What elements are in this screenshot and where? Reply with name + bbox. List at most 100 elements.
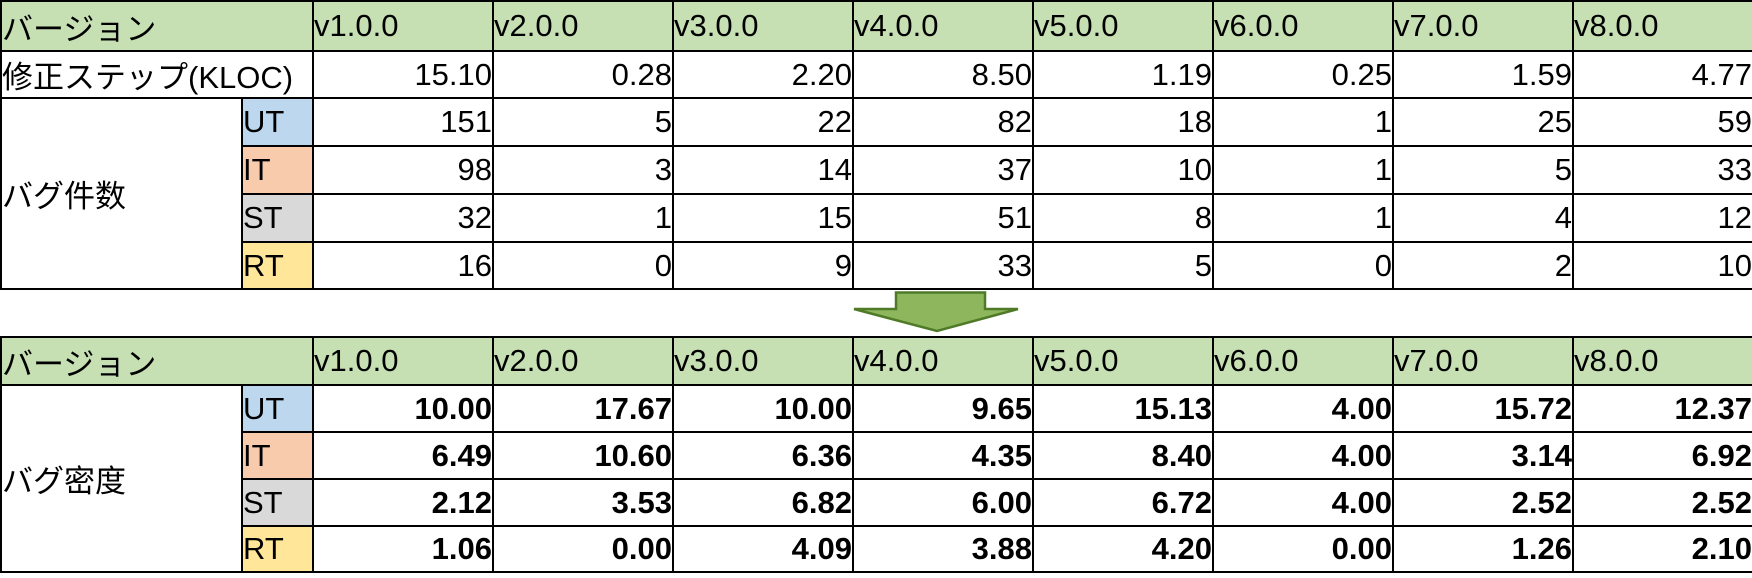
version-header-cell: v2.0.0 [492,0,675,52]
bug-density-table: バージョン v1.0.0 v2.0.0 v3.0.0 v4.0.0 v5.0.0… [0,336,1752,573]
value-cell: 6.82 [672,478,855,527]
value-cell: 1.59 [1392,50,1575,99]
value-cell: 4.00 [1212,478,1395,527]
value-cell: 16 [312,241,495,290]
value-cell: 22 [672,97,855,147]
phase-cell-it: IT [240,431,315,480]
value-cell: 10 [1572,241,1752,290]
value-cell: 10.00 [312,384,495,433]
phase-cell-rt: RT [240,525,315,573]
value-cell: 4 [1392,193,1575,243]
bug-density-it-row: IT 6.49 10.60 6.36 4.35 8.40 4.00 3.14 6… [1,431,1752,480]
value-cell: 0.25 [1212,50,1395,99]
value-cell: 1 [492,193,675,243]
kloc-row-label: 修正ステップ(KLOC) [0,50,315,99]
value-cell: 4.35 [852,431,1035,480]
version-header-cell: v7.0.0 [1392,336,1575,386]
version-header-cell: v7.0.0 [1392,0,1575,52]
bug-count-ut-row: バグ件数 UT 151 5 22 82 18 1 25 59 [0,97,1752,290]
version-header-cell: v2.0.0 [492,336,675,386]
value-cell: 1 [1212,97,1395,147]
bug-count-group-label: バグ件数 [0,97,243,290]
version-header-cell: v6.0.0 [1212,336,1395,386]
bottom-version-label: バージョン [0,336,315,386]
value-cell: 2.12 [312,478,495,527]
bug-density-ut-row: バグ密度 UT 10.00 17.67 10.00 9.65 15.13 4.0… [0,384,1752,573]
version-header-cell: v4.0.0 [852,336,1035,386]
value-cell: 33 [1572,145,1752,195]
value-cell: 25 [1392,97,1575,147]
value-cell: 1.06 [312,525,495,573]
value-cell: 151 [312,97,495,147]
value-cell: 1 [1212,145,1395,195]
value-cell: 10.60 [492,431,675,480]
value-cell: 3.53 [492,478,675,527]
value-cell: 15 [672,193,855,243]
value-cell: 6.36 [672,431,855,480]
value-cell: 9 [672,241,855,290]
version-header-cell: v8.0.0 [1572,0,1752,52]
bug-count-table: バージョン v1.0.0 v2.0.0 v3.0.0 v4.0.0 v5.0.0… [0,0,1752,290]
down-arrow-icon [852,291,1020,333]
value-cell: 5 [492,97,675,147]
value-cell: 10 [1032,145,1215,195]
value-cell: 12.37 [1572,384,1752,433]
value-cell: 8 [1032,193,1215,243]
bug-count-st-row: ST 32 1 15 51 8 1 4 12 [1,193,1752,243]
value-cell: 0.00 [1212,525,1395,573]
value-cell: 82 [852,97,1035,147]
top-header-row: バージョン v1.0.0 v2.0.0 v3.0.0 v4.0.0 v5.0.0… [0,0,1752,52]
bug-density-group-label: バグ密度 [0,384,243,573]
value-cell: 4.00 [1212,384,1395,433]
value-cell: 0.28 [492,50,675,99]
version-header-cell: v8.0.0 [1572,336,1752,386]
value-cell: 4.00 [1212,431,1395,480]
value-cell: 6.92 [1572,431,1752,480]
value-cell: 32 [312,193,495,243]
version-header-cell: v3.0.0 [672,336,855,386]
version-header-cell: v6.0.0 [1212,0,1395,52]
value-cell: 3.14 [1392,431,1575,480]
value-cell: 5 [1032,241,1215,290]
value-cell: 3 [492,145,675,195]
value-cell: 1.19 [1032,50,1215,99]
bug-count-rt-row: RT 16 0 9 33 5 0 2 10 [1,241,1752,290]
value-cell: 2.10 [1572,525,1752,573]
value-cell: 12 [1572,193,1752,243]
phase-cell-it: IT [240,145,315,195]
value-cell: 59 [1572,97,1752,147]
phase-cell-st: ST [240,193,315,243]
bug-count-it-row: IT 98 3 14 37 10 1 5 33 [1,145,1752,195]
value-cell: 2.52 [1572,478,1752,527]
phase-cell-st: ST [240,478,315,527]
value-cell: 0 [492,241,675,290]
version-header-cell: v4.0.0 [852,0,1035,52]
value-cell: 6.72 [1032,478,1215,527]
value-cell: 8.40 [1032,431,1215,480]
bug-density-rt-row: RT 1.06 0.00 4.09 3.88 4.20 0.00 1.26 2.… [1,525,1752,573]
value-cell: 4.09 [672,525,855,573]
value-cell: 5 [1392,145,1575,195]
value-cell: 9.65 [852,384,1035,433]
value-cell: 10.00 [672,384,855,433]
version-header-cell: v3.0.0 [672,0,855,52]
bottom-header-row: バージョン v1.0.0 v2.0.0 v3.0.0 v4.0.0 v5.0.0… [0,336,1752,386]
phase-cell-ut: UT [240,384,315,433]
value-cell: 6.49 [312,431,495,480]
phase-cell-ut: UT [240,97,315,147]
value-cell: 15.13 [1032,384,1215,433]
value-cell: 6.00 [852,478,1035,527]
value-cell: 0 [1212,241,1395,290]
value-cell: 33 [852,241,1035,290]
value-cell: 2.52 [1392,478,1575,527]
value-cell: 14 [672,145,855,195]
value-cell: 2 [1392,241,1575,290]
value-cell: 37 [852,145,1035,195]
value-cell: 4.20 [1032,525,1215,573]
value-cell: 1 [1212,193,1395,243]
value-cell: 18 [1032,97,1215,147]
value-cell: 1.26 [1392,525,1575,573]
value-cell: 0.00 [492,525,675,573]
value-cell: 3.88 [852,525,1035,573]
value-cell: 51 [852,193,1035,243]
